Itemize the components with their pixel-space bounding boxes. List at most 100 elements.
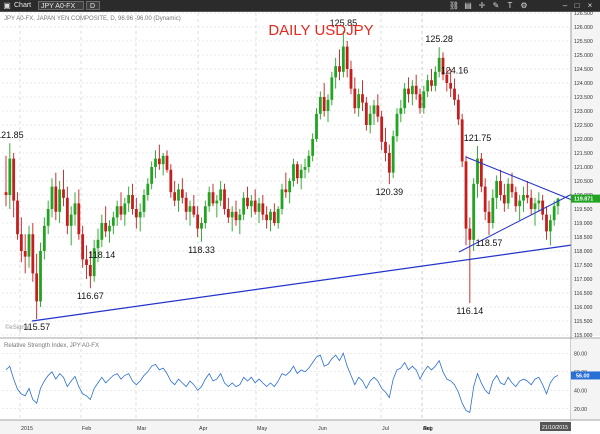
symbol-input[interactable]: JPY A0-FX (38, 1, 84, 10)
candle-body (307, 155, 311, 167)
candle-body (196, 214, 200, 229)
price-annotation: 124.16 (441, 66, 469, 76)
candle-body (384, 141, 387, 153)
maximize-button[interactable]: □ (574, 1, 580, 10)
price-tick-label: 116.000 (574, 305, 592, 311)
candle-body (238, 214, 242, 221)
time-tick-label: May (257, 426, 267, 432)
watermark: ©eSignal (5, 324, 29, 331)
triangle-lower-line (458, 193, 573, 253)
candle-body (322, 97, 326, 111)
candle-body (207, 192, 211, 207)
candle-body (272, 211, 276, 223)
time-axis-background (0, 420, 571, 434)
candle-body (426, 80, 430, 92)
price-tick-label: 115.500 (574, 319, 592, 325)
candle-body (299, 169, 303, 179)
candle-body (437, 57, 441, 72)
candle-body (269, 211, 272, 221)
candle-body (249, 200, 253, 207)
close-button[interactable]: × (587, 1, 593, 10)
candle-body (62, 189, 65, 198)
candle-body (115, 206, 119, 218)
chart-title: DAILY USDJPY (268, 22, 373, 39)
candle-body (280, 189, 284, 209)
interval-input[interactable]: D (86, 1, 100, 10)
candle-body (476, 158, 479, 184)
candle-body (495, 181, 499, 198)
triangle-upper-line (465, 156, 573, 201)
candle-body (192, 206, 196, 215)
candle-body (545, 214, 548, 232)
candle-body (284, 189, 288, 193)
candle-body (552, 206, 556, 221)
candle-body (506, 183, 510, 204)
trendlines (31, 156, 573, 322)
candle-body (464, 161, 468, 229)
candle-body (453, 88, 456, 100)
candle-body (502, 195, 506, 204)
candle-body (223, 189, 226, 209)
candle-body (161, 155, 165, 165)
lock-icon[interactable]: ▤ (464, 1, 472, 10)
price-annotation: 125.85 (330, 18, 358, 28)
candle-body (414, 85, 418, 95)
text-icon[interactable]: T (507, 1, 513, 10)
candle-body (31, 234, 35, 274)
price-tick-label: 126.500 (574, 11, 593, 17)
price-tick-label: 122.500 (574, 123, 593, 129)
candle-body (338, 66, 341, 72)
candle-body (88, 265, 92, 277)
chart-menu-icon[interactable]: ▣ (3, 1, 11, 10)
candle-body (361, 94, 364, 103)
candle-body (292, 164, 295, 181)
candle-body (150, 167, 154, 184)
link-icon[interactable]: ⛓ (448, 1, 460, 10)
date-box (540, 422, 571, 431)
candle-body (395, 113, 399, 137)
cursor-icon[interactable]: ✛ (478, 1, 486, 10)
price-annotation: 120.39 (376, 187, 404, 197)
price-tick-label: 117.500 (574, 263, 592, 269)
candle-body (399, 108, 403, 114)
price-tick-label: 124.000 (574, 81, 593, 87)
candle-body (345, 46, 349, 69)
candle-body (330, 77, 334, 100)
date-box-label: 21/10/2015 (542, 425, 568, 431)
candle-body (357, 94, 361, 109)
chart-menu-label[interactable]: Chart (14, 2, 32, 9)
settings-icon[interactable]: ⚙ (520, 1, 528, 10)
minimize-button[interactable]: – (562, 1, 568, 10)
price-annotation: 125.28 (425, 34, 453, 44)
candle-body (403, 88, 407, 109)
candle-body (487, 211, 491, 223)
candle-body (77, 203, 81, 235)
price-annotation: 115.57 (23, 322, 50, 332)
price-tick-label: 124.500 (574, 67, 593, 73)
candle-body (46, 209, 50, 226)
candle-body (257, 203, 261, 212)
rsi-tick-label: 80.00 (574, 351, 587, 357)
candle-body (23, 251, 27, 257)
candle-body (349, 69, 353, 89)
candle-body (410, 85, 414, 95)
candle-body (364, 102, 368, 125)
price-tick-label: 118.500 (574, 235, 592, 241)
price-tick-label: 119.000 (574, 221, 592, 227)
price-tick-label: 125.500 (574, 39, 593, 45)
price-tick-label: 121.500 (574, 151, 593, 157)
price-axis-background (571, 12, 600, 336)
candle-body (157, 158, 161, 165)
draw-icon[interactable]: ✎ (492, 1, 500, 10)
candle-body (50, 186, 54, 209)
price-grid (2, 12, 571, 336)
candle-body (180, 189, 184, 198)
candle-body (123, 203, 127, 215)
candle-body (529, 197, 533, 209)
candle-body (215, 200, 219, 204)
candle-body (380, 116, 384, 142)
rsi-tick-label: 40.00 (574, 388, 587, 394)
price-tick-label: 121.000 (574, 165, 593, 171)
candle-body (441, 57, 445, 75)
